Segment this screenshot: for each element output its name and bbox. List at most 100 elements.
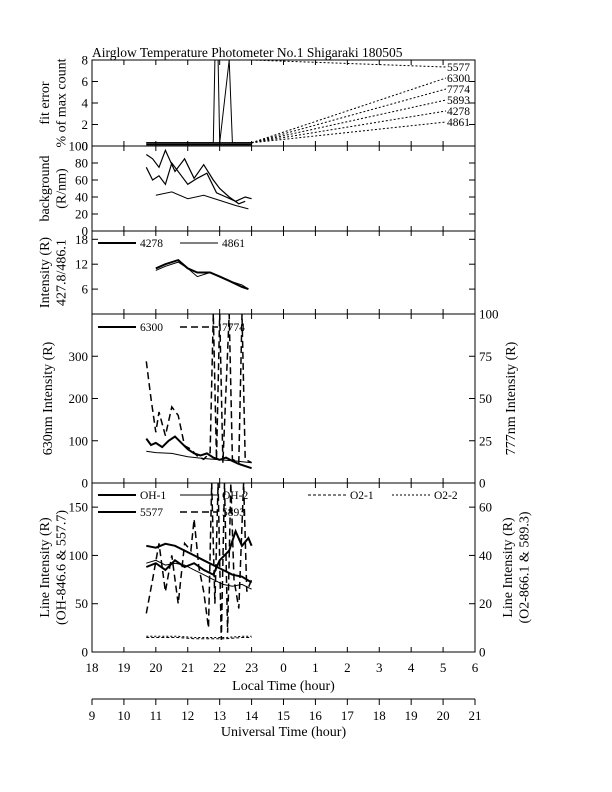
x-tick-label-universal: 16 xyxy=(309,708,323,723)
series-line-fit-error-0 xyxy=(146,60,252,144)
x-tick-label-local: 19 xyxy=(117,660,130,675)
x-tick-label-local: 22 xyxy=(213,660,226,675)
x-tick-label-universal: 11 xyxy=(150,708,163,723)
x-tick-label-universal: 15 xyxy=(277,708,290,723)
x-tick-label-local: 21 xyxy=(181,660,194,675)
fit-error-label: 6300 xyxy=(447,73,470,85)
y-tick-label: 100 xyxy=(69,548,89,563)
fit-error-leader xyxy=(251,59,447,68)
y-tick-label: 50 xyxy=(75,596,88,611)
fit-error-leader xyxy=(251,88,447,144)
x-tick-label-universal: 18 xyxy=(373,708,386,723)
x-tick-label-local: 0 xyxy=(280,660,287,675)
series-line-blue-4861 xyxy=(155,261,249,290)
x-axis-label-local: Local Time (hour) xyxy=(232,679,335,694)
x-tick-label-universal: 10 xyxy=(117,708,130,723)
x-tick-label-local: 5 xyxy=(440,660,447,675)
x-tick-label-universal: 9 xyxy=(89,708,96,723)
y-right-axis-label-red: 777nm Intensity (R) xyxy=(504,341,519,455)
x-tick-label-local: 23 xyxy=(245,660,258,675)
x-tick-label-universal: 14 xyxy=(245,708,259,723)
x-tick-label-local: 3 xyxy=(376,660,383,675)
y-right-tick-label: 25 xyxy=(479,433,492,448)
x-tick-label-local: 6 xyxy=(472,660,479,675)
y-right-tick-label: 50 xyxy=(479,391,492,406)
x-tick-label-local: 20 xyxy=(149,660,162,675)
series-line-blue-4278 xyxy=(155,258,249,291)
series-line-red-7774 xyxy=(145,314,252,464)
legend-label: 5893 xyxy=(222,507,245,519)
y-axis-label-blue: Intensity (R)427.8/486.1 xyxy=(38,237,69,308)
series-line-line-O2-1 xyxy=(146,637,252,640)
x-tick-label-local: 1 xyxy=(312,660,319,675)
fit-error-leader xyxy=(251,110,447,144)
y-tick-label: 0 xyxy=(82,139,89,154)
series-line-background-0 xyxy=(145,161,252,202)
x-tick-label-universal: 19 xyxy=(405,708,418,723)
y-tick-label: 6 xyxy=(82,74,89,89)
legend-label: OH-2 xyxy=(222,490,248,502)
x-tick-label-local: 4 xyxy=(408,660,415,675)
legend-label: 4278 xyxy=(140,238,163,250)
series-line-red-2 xyxy=(146,450,252,464)
fit-error-leader xyxy=(251,99,447,144)
x-tick-label-universal: 20 xyxy=(437,708,450,723)
series-line-red-6300 xyxy=(145,435,252,470)
y-right-tick-label: 20 xyxy=(479,596,492,611)
y-tick-label: 100 xyxy=(69,433,89,448)
y-right-tick-label: 75 xyxy=(479,349,492,364)
series-line-line-5893 xyxy=(145,483,253,640)
y-tick-label: 18 xyxy=(75,232,88,247)
x-tick-label-universal: 17 xyxy=(341,708,355,723)
y-tick-label: 4 xyxy=(82,96,89,111)
series-line-line-OH-2 xyxy=(146,559,252,590)
y-right-tick-label: 0 xyxy=(479,645,486,660)
x-axis-label-universal: Universal Time (hour) xyxy=(221,725,347,740)
y-tick-label: 200 xyxy=(69,391,89,406)
x-tick-label-universal: 13 xyxy=(213,708,226,723)
fit-error-leader xyxy=(251,77,447,144)
y-tick-label: 40 xyxy=(75,190,88,205)
y-axis-label-fit-error: fit error% of max count xyxy=(38,58,69,147)
y-tick-label: 80 xyxy=(75,156,88,171)
y-tick-label: 100 xyxy=(69,139,89,154)
fit-error-leader xyxy=(251,121,447,144)
y-right-tick-label: 0 xyxy=(479,476,486,491)
fit-error-label: 5577 xyxy=(447,62,470,74)
y-tick-label: 60 xyxy=(75,173,88,188)
x-tick-label-universal: 12 xyxy=(181,708,194,723)
legend-label: O2-2 xyxy=(434,490,458,502)
legend-label: 4861 xyxy=(222,238,245,250)
y-tick-label: 12 xyxy=(75,257,88,272)
legend-label: OH-1 xyxy=(140,490,166,502)
y-tick-label: 8 xyxy=(82,53,89,68)
legend-label: 7774 xyxy=(222,322,245,334)
y-tick-label: 0 xyxy=(82,224,89,239)
y-right-tick-label: 100 xyxy=(479,307,499,322)
legend-label: 6300 xyxy=(140,322,163,334)
panel-frame-background xyxy=(91,145,476,232)
legend-label: O2-1 xyxy=(350,490,374,502)
x-tick-label-local: 2 xyxy=(344,660,351,675)
x-tick-label-local: 18 xyxy=(86,660,99,675)
y-tick-label: 6 xyxy=(82,282,89,297)
fit-error-label: 4278 xyxy=(447,106,470,118)
y-right-tick-label: 60 xyxy=(479,500,492,515)
y-tick-label: 150 xyxy=(69,500,89,515)
y-axis-label-line: Line Intensity (R)(OH-846.6 & 557.7) xyxy=(38,510,69,625)
y-tick-label: 20 xyxy=(75,207,88,222)
panel-frame-fit-error xyxy=(91,59,476,147)
y-tick-label: 0 xyxy=(82,476,89,491)
panel-frame-red xyxy=(91,313,476,484)
y-axis-label-background: background(R/nm) xyxy=(38,155,69,221)
y-tick-label: 2 xyxy=(82,117,89,132)
series-line-background-1 xyxy=(145,148,246,205)
fit-error-label: 7774 xyxy=(447,84,470,96)
y-right-axis-label-line: Line Intensity (R)(O2-866.1 & 589.3) xyxy=(501,511,532,623)
fit-error-label: 5893 xyxy=(447,95,470,107)
series-line-background-2 xyxy=(155,191,249,210)
y-tick-label: 0 xyxy=(82,645,89,660)
x-tick-label-universal: 21 xyxy=(469,708,482,723)
